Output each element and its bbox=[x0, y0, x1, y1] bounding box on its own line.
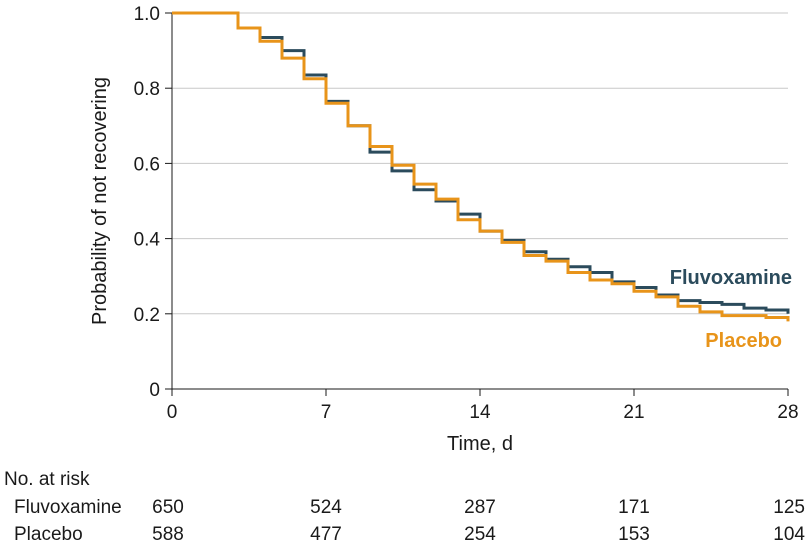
risk-cell: 254 bbox=[464, 524, 496, 545]
risk-table: No. at risk Fluvoxamine 650 524 287 171 125 Pla… bbox=[4, 469, 805, 545]
risk-cell: 104 bbox=[773, 524, 805, 545]
risk-cell: 287 bbox=[464, 497, 496, 518]
series-labels: Fluvoxamine Placebo bbox=[670, 267, 792, 352]
risk-cell: 588 bbox=[152, 524, 184, 545]
series-lines bbox=[172, 11, 790, 322]
series-label-placebo: Placebo bbox=[705, 330, 782, 352]
x-axis-title: Time, d bbox=[447, 433, 513, 455]
x-tick-label: 14 bbox=[469, 402, 491, 423]
axes: 0 0.2 0.4 0.6 0.8 1.0 0 7 14 21 28 Time, d Probabili… bbox=[89, 4, 799, 455]
y-tick-label: 0 bbox=[149, 380, 160, 401]
y-axis-title: Probability of not recovering bbox=[89, 77, 111, 325]
x-tick-label: 21 bbox=[623, 402, 644, 423]
y-tick-label: 0.2 bbox=[134, 305, 160, 326]
x-tick-label: 0 bbox=[167, 402, 178, 423]
risk-cell: 524 bbox=[310, 497, 342, 518]
risk-table-title: No. at risk bbox=[4, 469, 90, 490]
risk-cell: 171 bbox=[618, 497, 650, 518]
risk-cell: 125 bbox=[773, 497, 805, 518]
x-tick-label: 28 bbox=[777, 402, 798, 423]
risk-cell: 477 bbox=[310, 524, 342, 545]
y-tick-label: 0.6 bbox=[134, 154, 160, 175]
series-line-placebo bbox=[172, 11, 790, 322]
x-tick-label: 7 bbox=[321, 402, 332, 423]
risk-cell: 650 bbox=[152, 497, 184, 518]
risk-row-label: Placebo bbox=[14, 524, 83, 545]
y-tick-label: 0.4 bbox=[134, 230, 161, 251]
y-tick-label: 0.8 bbox=[134, 79, 160, 100]
y-tick-label: 1.0 bbox=[134, 4, 160, 25]
risk-cell: 153 bbox=[618, 524, 650, 545]
series-label-fluvoxamine: Fluvoxamine bbox=[670, 267, 792, 289]
risk-row-label: Fluvoxamine bbox=[14, 497, 122, 518]
gridlines bbox=[172, 12, 788, 315]
